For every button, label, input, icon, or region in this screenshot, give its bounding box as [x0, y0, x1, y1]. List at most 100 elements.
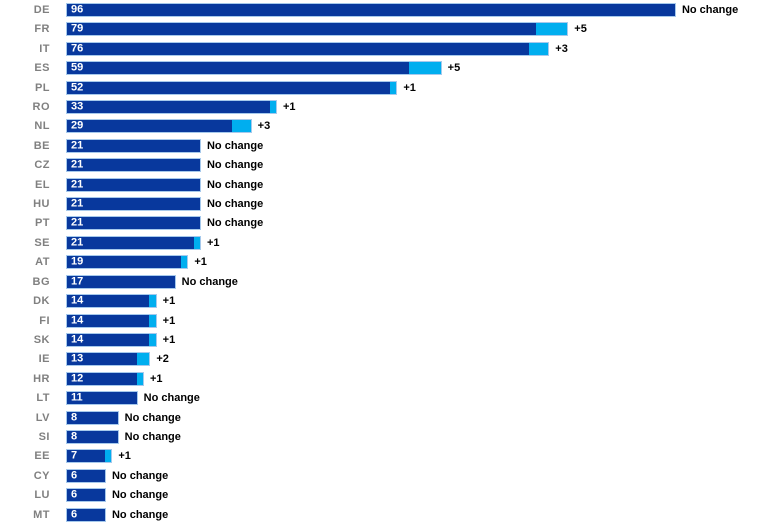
previous-seats-segment — [67, 411, 118, 424]
seat-bar: 33 — [66, 100, 277, 115]
chart-row: RO 33 +1 — [0, 100, 768, 119]
seat-bar: 21 — [66, 197, 201, 212]
added-seats-segment — [136, 372, 143, 385]
chart-row: HR 12 +1 — [0, 371, 768, 391]
bar-area: 7 +1 — [66, 449, 131, 464]
added-seats-segment — [535, 23, 568, 36]
previous-seats-segment — [67, 236, 194, 249]
chart-row: IT 76 +3 — [0, 41, 768, 61]
added-seats-segment — [149, 314, 156, 327]
added-seats-segment — [389, 81, 397, 94]
country-label: CY — [33, 469, 50, 482]
chart-row: SI 8 No change — [0, 429, 768, 449]
seat-bar: 7 — [66, 449, 113, 464]
bar-area: 59 +5 — [66, 61, 460, 76]
previous-seats-segment — [67, 62, 409, 75]
bar-area: 19 +1 — [66, 255, 207, 270]
bar-area: 12 +1 — [66, 371, 163, 386]
total-value-label: 7 — [71, 449, 78, 462]
seat-bar: 21 — [66, 235, 201, 250]
total-value-label: 14 — [71, 294, 84, 307]
previous-seats-segment — [67, 372, 137, 385]
bar-area: 29 +3 — [66, 119, 271, 134]
total-value-label: 13 — [71, 352, 84, 365]
previous-seats-segment — [67, 275, 175, 288]
chart-row: SE 21 +1 — [0, 235, 768, 255]
change-label: +1 — [403, 81, 416, 94]
change-label: +3 — [257, 120, 271, 133]
seat-bar: 11 — [66, 391, 138, 406]
added-seats-segment — [149, 295, 156, 308]
chart-row: NL 29 +3 — [0, 119, 768, 138]
change-label: No change — [124, 430, 181, 443]
country-label: DK — [33, 295, 50, 308]
total-value-label: 6 — [71, 508, 78, 521]
country-label: HR — [33, 372, 50, 385]
chart-row: EE 7 +1 — [0, 449, 768, 468]
seat-bar: 13 — [66, 352, 151, 367]
added-seats-segment — [408, 62, 441, 75]
bar-area: 52 +1 — [66, 80, 416, 95]
previous-seats-segment — [67, 101, 270, 114]
change-label: +2 — [156, 353, 169, 366]
country-label: FI — [39, 314, 50, 327]
chart-row: EL 21 No change — [0, 177, 768, 197]
previous-seats-segment — [67, 217, 200, 230]
country-label: LT — [36, 392, 50, 405]
previous-seats-segment — [67, 23, 536, 36]
seat-bar: 29 — [66, 119, 252, 134]
chart-row: SK 14 +1 — [0, 332, 768, 352]
total-value-label: 21 — [71, 139, 84, 152]
change-label: +1 — [206, 236, 220, 249]
change-label: No change — [206, 217, 264, 230]
seat-bar: 6 — [66, 468, 106, 483]
total-value-label: 79 — [71, 22, 84, 35]
previous-seats-segment — [67, 314, 150, 327]
bar-area: 96 No change — [66, 3, 738, 17]
previous-seats-segment — [67, 256, 181, 269]
country-label: PT — [34, 217, 50, 230]
bar-area: 21 No change — [66, 216, 264, 231]
country-label: DE — [33, 4, 50, 16]
change-label: +1 — [162, 314, 176, 327]
chart-row: HU 21 No change — [0, 197, 768, 216]
total-value-label: 19 — [71, 255, 84, 268]
total-value-label: 59 — [71, 61, 84, 74]
bar-area: 14 +1 — [66, 294, 175, 309]
previous-seats-segment — [67, 120, 232, 133]
added-seats-segment — [231, 120, 251, 133]
country-label: RO — [32, 101, 50, 114]
country-label: EE — [34, 450, 50, 463]
previous-seats-segment — [67, 159, 200, 172]
country-label: LV — [35, 411, 50, 424]
change-label: No change — [206, 159, 264, 172]
change-label: No change — [206, 178, 264, 191]
country-label: FR — [34, 23, 50, 36]
bar-area: 14 +1 — [66, 313, 176, 328]
previous-seats-segment — [67, 178, 200, 191]
previous-seats-segment — [67, 333, 150, 346]
country-label: AT — [35, 256, 50, 269]
chart-row: PT 21 No change — [0, 216, 768, 235]
total-value-label: 76 — [71, 42, 84, 55]
total-value-label: 8 — [71, 430, 78, 443]
change-label: No change — [206, 198, 264, 211]
change-label: No change — [111, 469, 169, 482]
chart-row: FR 79 +5 — [0, 22, 768, 41]
added-seats-segment — [269, 101, 276, 114]
change-label: +1 — [149, 372, 163, 385]
total-value-label: 11 — [71, 391, 83, 404]
change-label: No change — [111, 489, 169, 502]
country-label: MT — [33, 508, 50, 521]
seat-bar: 76 — [66, 41, 550, 56]
country-label: SK — [33, 333, 50, 346]
chart-row: IE 13 +2 — [0, 352, 768, 371]
country-label: PL — [34, 81, 50, 94]
country-label: SE — [34, 236, 50, 249]
change-label: No change — [111, 508, 169, 521]
change-label: No change — [681, 4, 739, 16]
added-seats-segment — [136, 353, 150, 366]
chart-row: CY 6 No change — [0, 468, 768, 488]
seat-bar: 14 — [66, 313, 157, 328]
